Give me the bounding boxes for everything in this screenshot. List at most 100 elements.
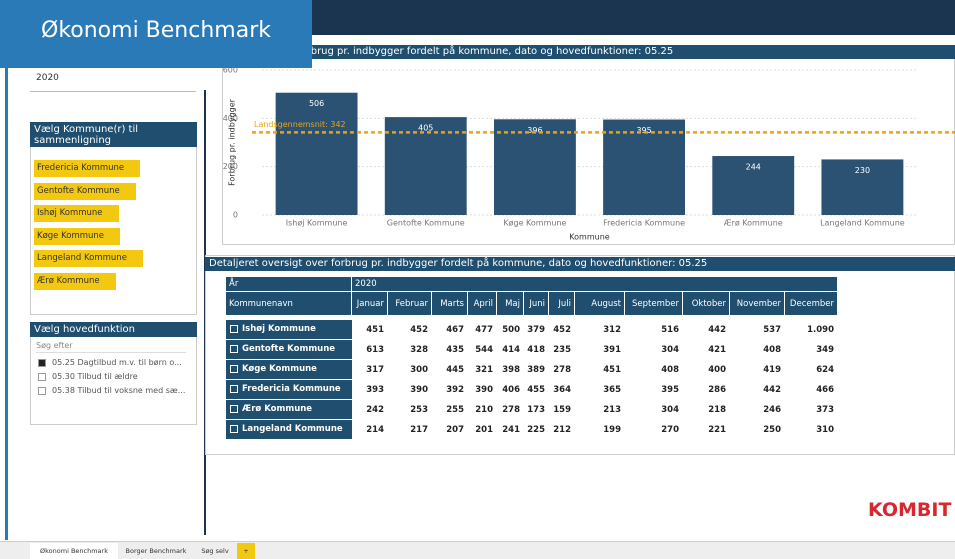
- cell: 389: [527, 365, 545, 375]
- cell: 310: [816, 425, 834, 435]
- row-header[interactable]: Langeland Kommune: [226, 420, 352, 439]
- cell: 400: [708, 365, 726, 375]
- tab[interactable]: +: [237, 543, 255, 559]
- expand-icon[interactable]: [230, 345, 238, 353]
- cell: 235: [553, 345, 571, 355]
- cell: 414: [502, 345, 520, 355]
- cell: 210: [475, 405, 493, 415]
- cell: 445: [446, 365, 464, 375]
- cell: 286: [708, 385, 726, 395]
- logo: KOMBIT: [868, 499, 952, 521]
- cell: 317: [366, 365, 384, 375]
- cell: 349: [816, 345, 834, 355]
- checkbox[interactable]: [38, 359, 46, 367]
- x-tick-label: Langeland Kommune: [820, 219, 905, 228]
- cell: 253: [410, 405, 428, 415]
- y-axis-title: Forbrug pr. indbygger: [228, 98, 237, 186]
- column-header: December: [785, 291, 838, 315]
- row-header[interactable]: Ærø Kommune: [226, 400, 352, 419]
- cell: 393: [366, 385, 384, 395]
- cell: 241: [502, 425, 520, 435]
- banner: Økonomi Benchmark: [0, 0, 312, 68]
- column-header: Juni: [524, 291, 549, 315]
- column-header: Februar: [388, 291, 432, 315]
- y-tick-label: 0: [233, 211, 238, 220]
- row-header[interactable]: Gentofte Kommune: [226, 340, 352, 359]
- search[interactable]: Søg efter: [36, 341, 186, 353]
- cell: 442: [763, 385, 781, 395]
- column-header: April: [468, 291, 497, 315]
- cell: 418: [527, 345, 545, 355]
- cell: 173: [527, 405, 545, 415]
- year-dropdown[interactable]: 2020: [30, 68, 196, 92]
- value-label: 506: [309, 99, 324, 108]
- cell: 199: [603, 425, 621, 435]
- cell: 328: [410, 345, 428, 355]
- cell: 452: [410, 325, 428, 335]
- chart-title: Oversigt over forbrug pr. indbygger ford…: [222, 45, 955, 59]
- kommune-tag[interactable]: Ishøj Kommune: [34, 205, 119, 222]
- cell: 516: [661, 325, 679, 335]
- column-header: Januar: [352, 291, 388, 315]
- column-header: Kommunenavn: [226, 291, 352, 315]
- cell: 451: [603, 365, 621, 375]
- cell: 421: [708, 345, 726, 355]
- tab[interactable]: Økonomi Benchmark: [30, 543, 118, 559]
- column-header: Juli: [549, 291, 575, 315]
- value-label: 244: [746, 163, 761, 172]
- cell: 406: [502, 385, 520, 395]
- kommune-tag[interactable]: Ærø Kommune: [34, 272, 116, 290]
- row-header[interactable]: Ishøj Kommune: [226, 320, 352, 339]
- expand-icon[interactable]: [230, 385, 238, 393]
- cell: 408: [763, 345, 781, 355]
- function-item[interactable]: 05.30 Tilbud til ældre: [52, 372, 138, 381]
- x-axis-title: Kommune: [569, 233, 609, 242]
- function-item[interactable]: 05.38 Tilbud til voksne med sæ...: [52, 386, 186, 395]
- top-bar: [300, 0, 955, 35]
- row-header[interactable]: Køge Kommune: [226, 360, 352, 379]
- cell: 537: [763, 325, 781, 335]
- bar: [493, 119, 576, 215]
- cell: 391: [603, 345, 621, 355]
- cell: 435: [446, 345, 464, 355]
- cell: 624: [816, 365, 834, 375]
- column-header: Oktober: [683, 291, 730, 315]
- expand-icon[interactable]: [230, 425, 238, 433]
- value-label: 405: [418, 124, 433, 133]
- checkbox[interactable]: [38, 387, 46, 395]
- cell: 364: [553, 385, 571, 395]
- table-title: Detaljeret oversigt over forbrug pr. ind…: [205, 257, 955, 271]
- function-item[interactable]: 05.25 Dagtilbud m.v. til børn o...: [52, 358, 182, 367]
- tab[interactable]: Borger Benchmark: [125, 547, 187, 555]
- bar: [384, 117, 467, 215]
- checkbox[interactable]: [38, 373, 46, 381]
- bar: [603, 119, 686, 215]
- cell: 300: [410, 365, 428, 375]
- expand-icon[interactable]: [230, 405, 238, 413]
- row-header[interactable]: Fredericia Kommune: [226, 380, 352, 399]
- kommune-tag[interactable]: Langeland Kommune: [34, 250, 143, 267]
- cell: 390: [410, 385, 428, 395]
- tab[interactable]: Søg selv: [201, 547, 229, 555]
- expand-icon[interactable]: [230, 365, 238, 373]
- expand-icon[interactable]: [230, 325, 238, 333]
- cell: 312: [603, 325, 621, 335]
- cell: 392: [446, 385, 464, 395]
- kommune-tag[interactable]: Gentofte Kommune: [34, 182, 136, 200]
- cell: 246: [763, 405, 781, 415]
- cell: 250: [763, 425, 781, 435]
- cell: 201: [475, 425, 493, 435]
- cell: 213: [603, 405, 621, 415]
- cell: 408: [661, 365, 679, 375]
- cell: 419: [763, 365, 781, 375]
- cell: 212: [553, 425, 571, 435]
- cell: 477: [475, 325, 493, 335]
- kommune-tag[interactable]: Køge Kommune: [34, 227, 121, 245]
- value-label: 395: [636, 126, 651, 135]
- x-tick-label: Køge Kommune: [503, 219, 566, 228]
- cell: 242: [366, 405, 384, 415]
- cell: 304: [661, 405, 679, 415]
- kommune-tag[interactable]: Fredericia Kommune: [34, 160, 141, 177]
- header-cell: År: [226, 277, 352, 291]
